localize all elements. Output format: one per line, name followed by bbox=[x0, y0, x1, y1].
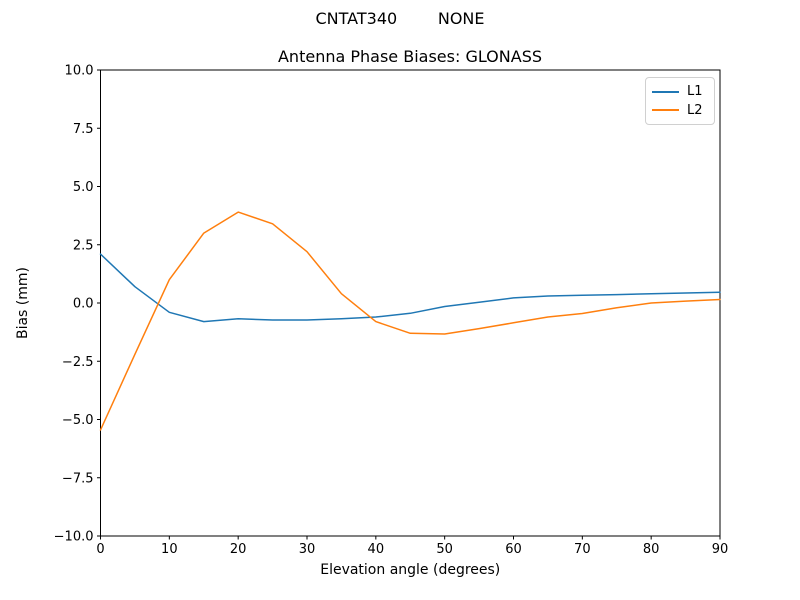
y-tick-label: 5.0 bbox=[73, 180, 94, 195]
line-l1 bbox=[99, 253, 721, 323]
x-tick-label: 80 bbox=[643, 542, 660, 557]
axes-title: Antenna Phase Biases: GLONASS bbox=[277, 47, 542, 66]
x-tick-label: 20 bbox=[230, 542, 247, 557]
x-tick-label: 0 bbox=[96, 542, 104, 557]
x-tick-label: 10 bbox=[161, 542, 178, 557]
axes-frame bbox=[100, 69, 721, 537]
x-tick-label: 70 bbox=[574, 542, 591, 557]
x-axis-label: Elevation angle (degrees) bbox=[320, 562, 500, 578]
legend-entry-l1: L1 bbox=[652, 85, 708, 98]
y-axis-label: Bias (mm) bbox=[15, 267, 31, 339]
y-tick-label: 7.5 bbox=[73, 122, 94, 137]
y-tick-label: 2.5 bbox=[73, 238, 94, 253]
y-tick-label: −7.5 bbox=[62, 471, 94, 486]
line-l2 bbox=[99, 211, 721, 431]
x-tick-label: 30 bbox=[299, 542, 316, 557]
legend-label-l1: L1 bbox=[687, 84, 703, 100]
y-tick-label: −10.0 bbox=[54, 530, 94, 545]
l2-line-swatch bbox=[652, 109, 679, 112]
y-tick-label: −5.0 bbox=[62, 413, 94, 428]
x-tick-label: 50 bbox=[436, 542, 453, 557]
x-tick-label: 90 bbox=[712, 542, 729, 557]
y-tick-label: −2.5 bbox=[62, 355, 94, 370]
legend-entry-l2: L2 bbox=[652, 104, 708, 117]
y-tick-label: 0.0 bbox=[73, 297, 94, 312]
x-tick-label: 60 bbox=[505, 542, 522, 557]
x-tick-label: 40 bbox=[368, 542, 385, 557]
legend-label-l2: L2 bbox=[687, 102, 703, 118]
y-tick-label: 10.0 bbox=[65, 64, 94, 79]
figure-suptitle: CNTAT340 NONE bbox=[315, 9, 485, 28]
l1-line-swatch bbox=[652, 90, 679, 93]
legend: L1 L2 bbox=[645, 77, 715, 125]
